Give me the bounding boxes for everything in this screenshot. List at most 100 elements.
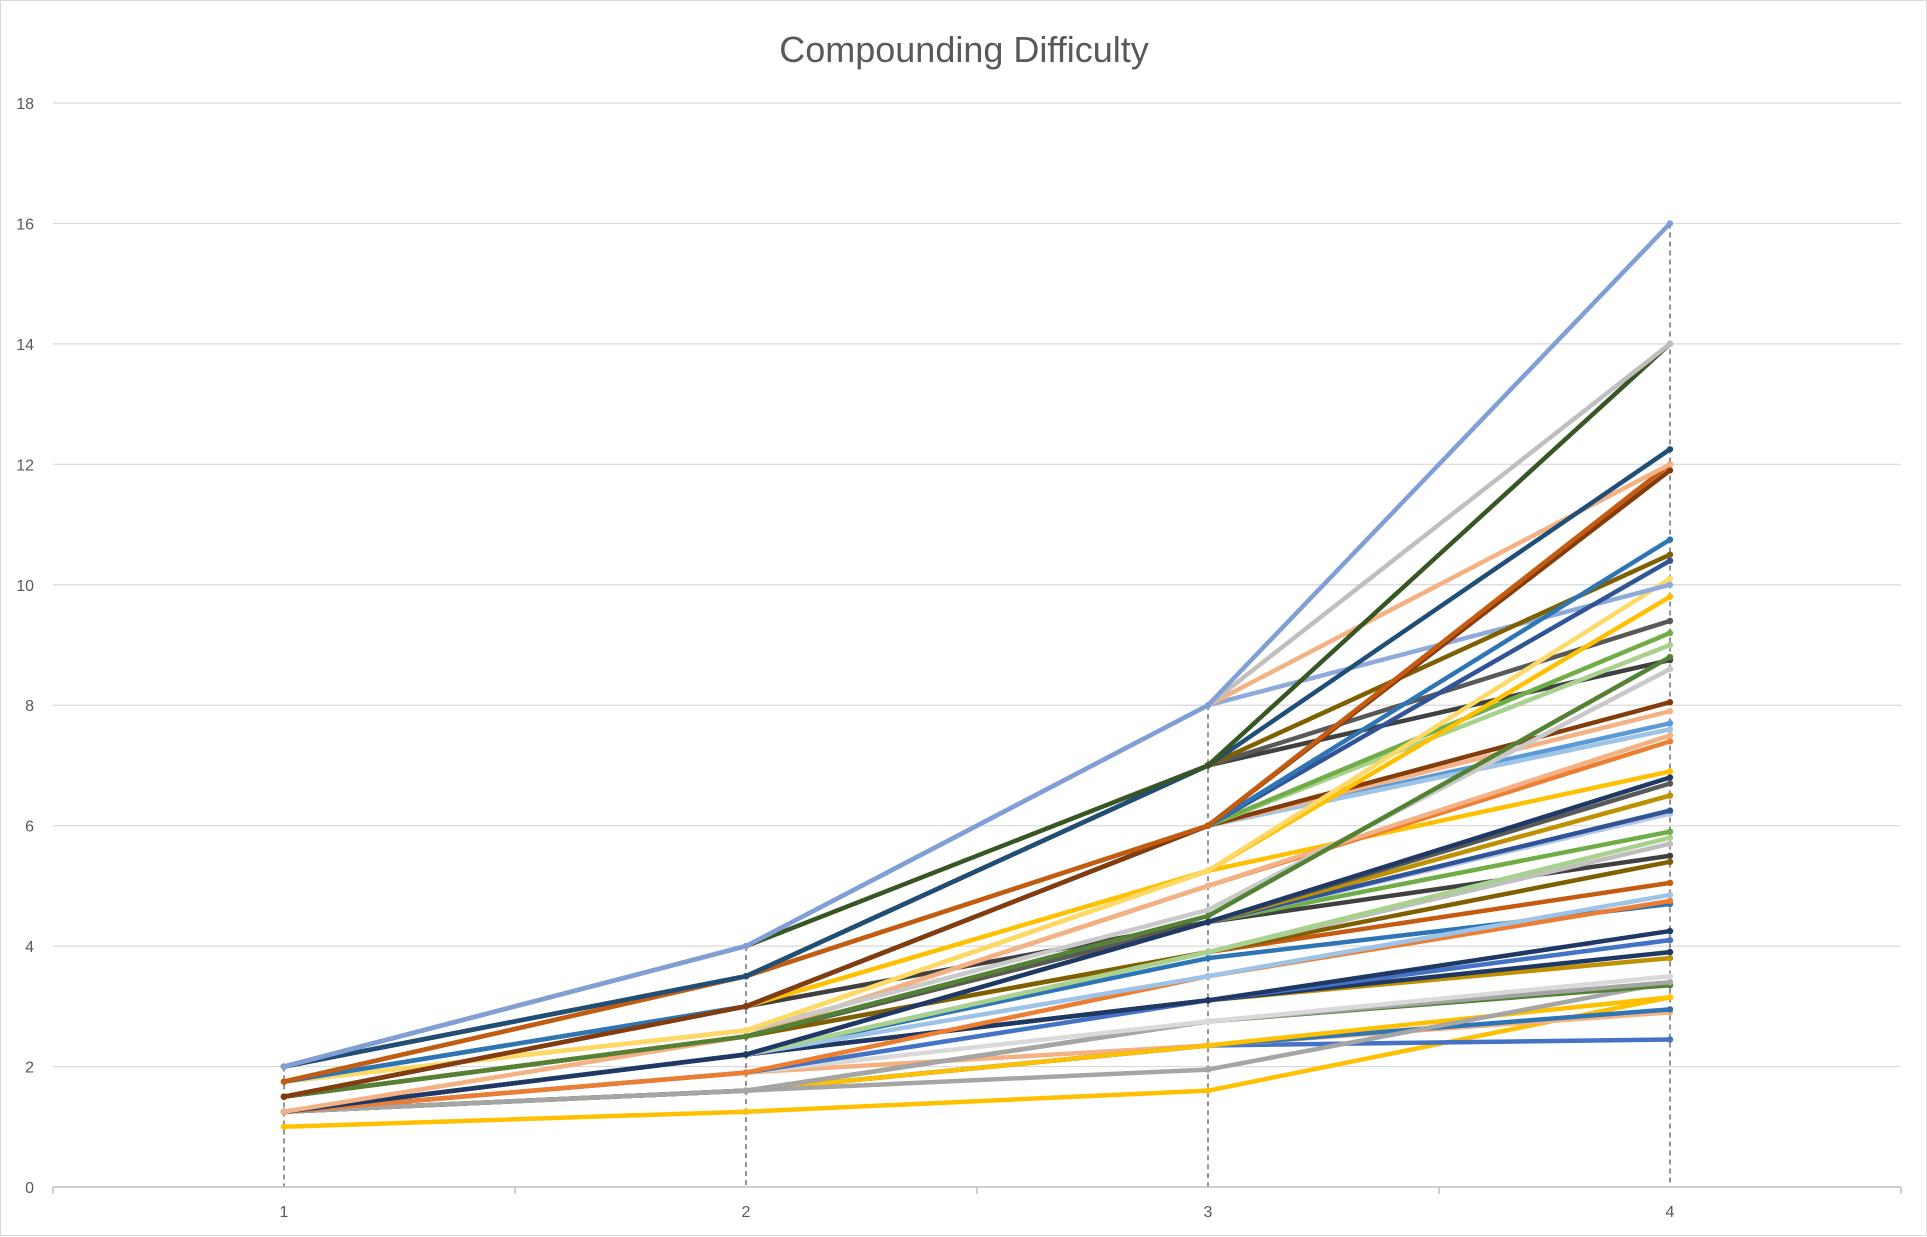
data-point: [1666, 732, 1674, 739]
y-tick-label: 18: [16, 96, 34, 113]
series-path: [281, 898, 1673, 1114]
data-point: [1204, 973, 1212, 980]
series-path: [281, 733, 1673, 1114]
data-point: [1204, 1087, 1212, 1094]
data-point: [1666, 593, 1674, 601]
data-point: [1666, 852, 1674, 859]
data-point: [1204, 762, 1212, 769]
series-line: [280, 653, 1674, 1100]
data-point: [1204, 1066, 1212, 1073]
data-point: [1204, 1042, 1212, 1049]
series-path: [281, 654, 1673, 1099]
data-point: [1204, 948, 1212, 956]
x-tick-label: 3: [1204, 1204, 1213, 1221]
data-point: [1204, 882, 1212, 890]
data-point: [742, 942, 750, 950]
data-point: [1204, 954, 1212, 962]
data-point: [1204, 702, 1212, 709]
data-point: [1666, 792, 1674, 799]
data-point: [742, 1033, 750, 1040]
data-point: [1666, 774, 1674, 781]
data-point: [1666, 446, 1674, 453]
data-point: [742, 1027, 750, 1034]
data-point: [1666, 768, 1674, 775]
data-point: [1666, 220, 1674, 227]
data-point: [1666, 858, 1674, 865]
data-point: [280, 1063, 288, 1070]
chart-title: Compounding Difficulty: [779, 29, 1149, 70]
series-path: [281, 576, 1673, 1084]
data-point: [742, 1087, 750, 1094]
series-line: [280, 220, 1674, 1070]
data-point: [1666, 629, 1674, 637]
data-point: [1204, 997, 1212, 1004]
series-path: [281, 447, 1673, 1069]
data-point: [1204, 906, 1212, 914]
y-tick-label: 0: [25, 1180, 34, 1197]
data-point: [1666, 927, 1674, 935]
data-point: [1666, 840, 1674, 847]
data-point: [742, 1108, 750, 1115]
gridlines: [53, 102, 1901, 1068]
x-tick-label: 4: [1666, 1204, 1675, 1221]
series-line: [280, 948, 1674, 1115]
data-point: [1666, 834, 1674, 841]
data-point: [280, 1108, 288, 1115]
data-point: [1666, 994, 1674, 1001]
y-tick-label: 12: [16, 457, 34, 474]
data-point: [1666, 954, 1674, 962]
series-path: [281, 462, 1673, 1084]
data-point: [1666, 948, 1674, 956]
data-point: [1204, 822, 1212, 829]
data-point: [1666, 461, 1674, 468]
series-lines: [280, 220, 1674, 1130]
data-point: [1666, 973, 1674, 980]
data-point: [742, 1051, 750, 1058]
data-point: [1666, 891, 1674, 899]
data-point: [742, 1069, 750, 1076]
data-point: [1666, 807, 1674, 814]
y-tick-label: 16: [16, 216, 34, 233]
data-point: [1666, 551, 1674, 558]
data-point: [1666, 617, 1674, 625]
series-line: [280, 726, 1674, 1085]
data-point: [1666, 780, 1674, 787]
data-point: [1666, 575, 1674, 582]
data-point: [1666, 726, 1674, 733]
series-line: [280, 774, 1674, 1115]
data-point: [1666, 467, 1674, 474]
y-tick-label: 4: [25, 939, 34, 956]
data-point: [1666, 828, 1674, 835]
data-point: [1204, 867, 1212, 875]
data-point: [280, 1123, 288, 1130]
y-tick-label: 8: [25, 698, 34, 715]
data-point: [280, 1093, 288, 1100]
data-point: [280, 1078, 288, 1085]
data-point: [1666, 897, 1674, 905]
data-point: [1666, 581, 1674, 588]
data-point: [742, 973, 750, 980]
data-point: [1666, 665, 1674, 673]
series-path: [281, 775, 1673, 1114]
data-point: [1666, 936, 1674, 944]
data-point: [1666, 699, 1674, 706]
data-point: [1666, 641, 1674, 649]
data-point: [1666, 340, 1674, 348]
data-point: [1666, 979, 1674, 986]
y-tick-label: 6: [25, 819, 34, 836]
data-point: [1666, 1036, 1674, 1043]
y-tick-label: 2: [25, 1060, 34, 1077]
data-point: [1666, 708, 1674, 715]
x-tick-label: 1: [280, 1204, 289, 1221]
series-path: [281, 979, 1673, 1114]
data-point: [1666, 536, 1674, 543]
data-point: [1204, 1018, 1212, 1025]
data-point: [1666, 738, 1674, 745]
data-point: [1666, 1006, 1674, 1013]
data-point: [1666, 879, 1674, 887]
data-point: [1666, 557, 1674, 564]
y-tick-label: 10: [16, 578, 34, 595]
